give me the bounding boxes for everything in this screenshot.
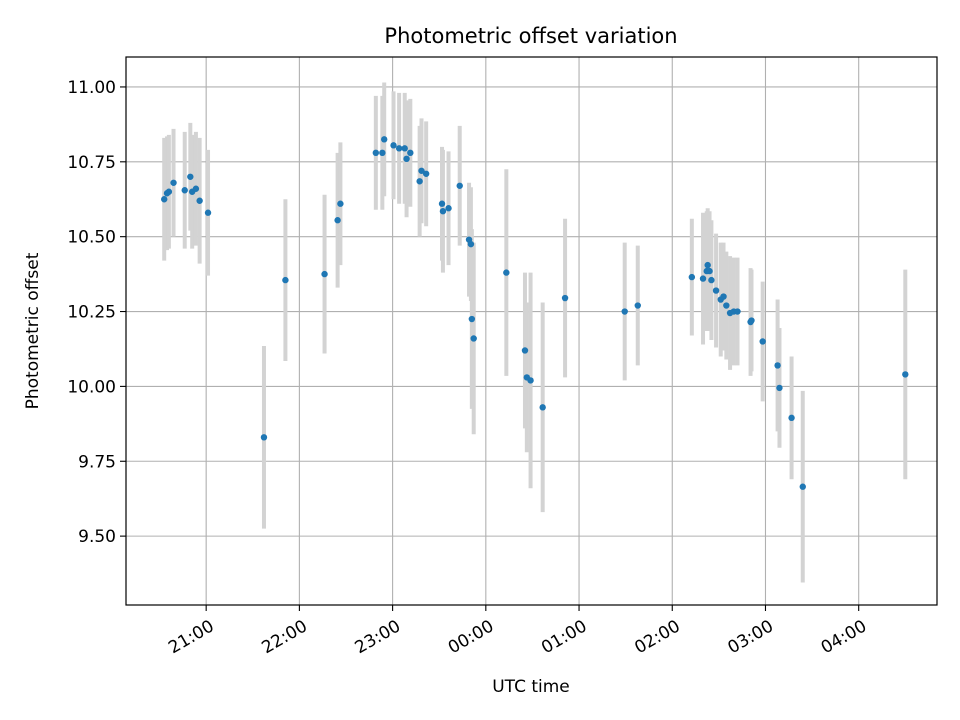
data-point bbox=[379, 149, 386, 157]
x-axis-title: UTC time bbox=[492, 677, 570, 697]
x-tick-label: 02:00 bbox=[631, 616, 683, 658]
data-point bbox=[688, 273, 696, 281]
y-tick-label: 10.25 bbox=[67, 303, 116, 323]
data-point bbox=[776, 384, 783, 392]
data-point bbox=[395, 145, 403, 152]
data-point bbox=[734, 308, 741, 315]
data-point bbox=[748, 317, 755, 324]
data-point bbox=[503, 269, 510, 276]
data-point bbox=[401, 145, 408, 152]
data-point bbox=[521, 347, 529, 354]
data-point bbox=[407, 149, 414, 157]
data-point bbox=[470, 335, 477, 342]
data-point bbox=[165, 188, 173, 195]
y-tick-label: 9.75 bbox=[78, 452, 116, 472]
data-point bbox=[321, 270, 328, 278]
data-point bbox=[445, 205, 452, 212]
data-point bbox=[788, 414, 795, 422]
x-tick-label: 01:00 bbox=[538, 616, 590, 658]
data-point bbox=[204, 209, 212, 216]
data-point bbox=[720, 293, 727, 300]
data-point bbox=[170, 179, 177, 186]
x-tick-label: 00:00 bbox=[445, 616, 497, 658]
data-point bbox=[372, 149, 380, 157]
y-tick-label: 10.00 bbox=[67, 377, 116, 397]
y-axis-ticks: 11.00 10.75 10.50 10.25 10.00 9.75 9.50 bbox=[67, 78, 126, 547]
data-point bbox=[468, 315, 476, 323]
data-point bbox=[403, 155, 410, 163]
data-point bbox=[282, 276, 289, 284]
data-point bbox=[334, 217, 341, 224]
data-point bbox=[390, 142, 397, 149]
y-axis-title: Photometric offset bbox=[23, 252, 43, 409]
data-point bbox=[621, 308, 628, 315]
data-point bbox=[774, 362, 781, 369]
x-tick-label: 03:00 bbox=[725, 616, 777, 658]
x-tick-label: 04:00 bbox=[818, 616, 870, 658]
data-point bbox=[467, 240, 475, 248]
plot-frame bbox=[125, 56, 938, 606]
data-point bbox=[187, 173, 194, 180]
data-point bbox=[422, 170, 430, 177]
x-tick-label: 21:00 bbox=[165, 616, 217, 658]
data-point bbox=[381, 136, 388, 143]
data-point bbox=[712, 287, 720, 294]
data-point bbox=[418, 167, 425, 174]
x-axis-ticks: 21:00 22:00 23:00 00:00 01:00 02:00 03:00 04:00 bbox=[165, 605, 870, 658]
y-tick-label: 10.75 bbox=[67, 153, 116, 173]
data-point bbox=[196, 197, 203, 204]
data-point bbox=[337, 200, 344, 207]
data-point bbox=[161, 196, 168, 203]
data-point bbox=[260, 434, 268, 441]
data-point bbox=[723, 302, 730, 309]
data-point bbox=[706, 267, 713, 275]
data-point bbox=[416, 178, 423, 185]
data-point bbox=[699, 275, 707, 282]
data-point bbox=[438, 200, 446, 207]
data-point-layer bbox=[161, 136, 909, 490]
data-point bbox=[456, 182, 463, 189]
chart-title: Photometric offset variation bbox=[384, 24, 677, 48]
data-point bbox=[704, 261, 711, 269]
data-point bbox=[192, 185, 200, 192]
x-tick-label: 22:00 bbox=[258, 616, 310, 658]
data-point bbox=[708, 276, 715, 284]
y-tick-label: 10.50 bbox=[67, 228, 116, 248]
data-point bbox=[539, 404, 546, 411]
data-point bbox=[799, 483, 806, 490]
error-bar-layer bbox=[162, 82, 908, 583]
data-point bbox=[561, 294, 569, 302]
data-point bbox=[759, 338, 766, 345]
data-point bbox=[527, 377, 534, 384]
data-point bbox=[181, 187, 188, 194]
y-tick-label: 9.50 bbox=[78, 527, 116, 547]
data-point bbox=[902, 371, 909, 378]
data-point bbox=[439, 208, 447, 215]
data-point bbox=[634, 302, 641, 309]
y-tick-label: 11.00 bbox=[67, 78, 116, 98]
x-tick-label: 23:00 bbox=[352, 616, 404, 658]
